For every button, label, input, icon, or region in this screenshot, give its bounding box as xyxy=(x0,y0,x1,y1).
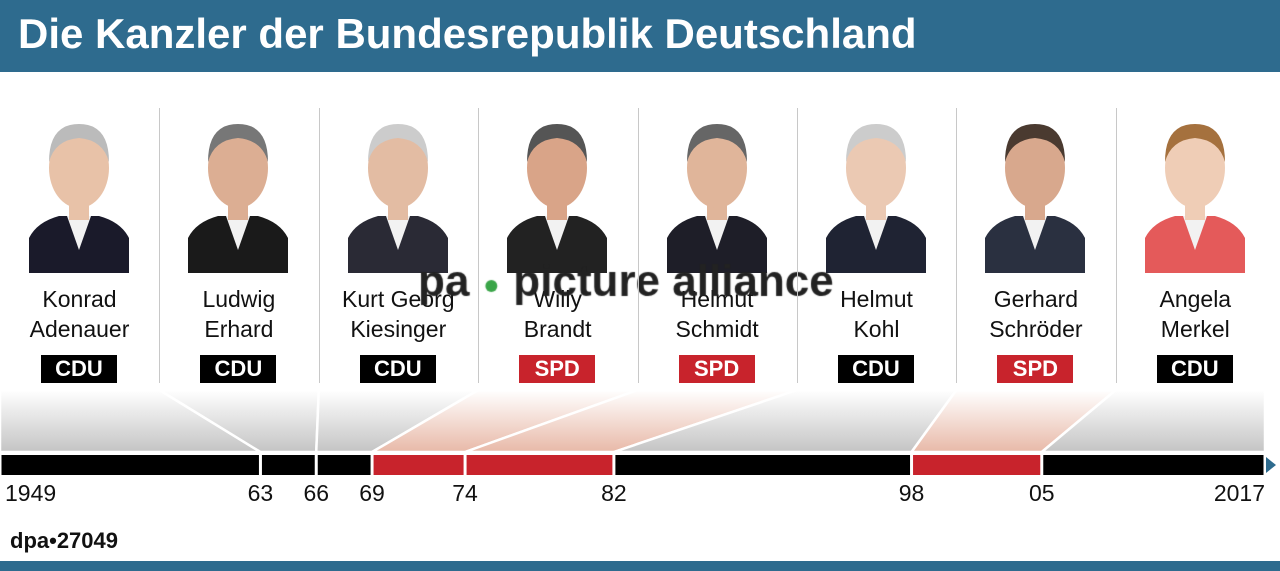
first-name: Helmut xyxy=(680,286,754,312)
chancellor-0: Konrad Adenauer CDU xyxy=(0,100,159,390)
portrait-photo xyxy=(188,124,289,273)
chancellor-6: Gerhard Schröder SPD xyxy=(956,100,1115,390)
column-divider xyxy=(318,108,320,383)
tick-label: 66 xyxy=(303,480,330,506)
tick-label: 05 xyxy=(1028,480,1055,506)
party-badge: SPD xyxy=(519,355,596,383)
portrait-photo xyxy=(985,124,1086,273)
chancellor-name: Kurt Georg Kiesinger xyxy=(319,284,478,344)
tick-label: 98 xyxy=(898,480,925,506)
portrait-photo xyxy=(507,124,608,273)
term-segment-5 xyxy=(615,455,911,475)
chancellor-5: Helmut Kohl CDU xyxy=(797,100,956,390)
last-name: Erhard xyxy=(204,316,274,342)
credit: dpa•27049 xyxy=(10,528,118,553)
last-name: Kiesinger xyxy=(350,316,447,342)
portrait-photo xyxy=(666,124,767,273)
tick-label: 69 xyxy=(359,480,385,506)
first-name: Gerhard xyxy=(993,286,1079,312)
term-segment-7 xyxy=(1043,455,1264,475)
term-segment-3 xyxy=(373,455,464,475)
tick-label: 2017 xyxy=(1213,480,1265,506)
column-divider xyxy=(956,108,958,383)
last-name: Brandt xyxy=(523,316,592,342)
last-name: Kohl xyxy=(853,316,900,342)
column-divider xyxy=(478,108,480,383)
title-bar: Die Kanzler der Bundesrepublik Deutschla… xyxy=(0,0,1280,72)
first-name: Willy xyxy=(533,286,582,312)
chancellor-name: Angela Merkel xyxy=(1116,284,1275,344)
tick-label: 82 xyxy=(601,480,627,506)
timeline xyxy=(0,388,1276,475)
portrait-photo xyxy=(1144,124,1245,273)
first-name: Helmut xyxy=(840,286,913,312)
chancellor-name: Konrad Adenauer xyxy=(0,284,159,344)
chancellor-1: Ludwig Erhard CDU xyxy=(159,100,318,390)
party-badge: SPD xyxy=(678,355,755,383)
page-title: Die Kanzler der Bundesrepublik Deutschla… xyxy=(18,10,917,57)
tick-label: 1949 xyxy=(5,480,57,506)
party-badge: CDU xyxy=(838,355,914,383)
term-segment-4 xyxy=(466,455,613,475)
last-name: Merkel xyxy=(1160,316,1230,342)
bottom-bar xyxy=(0,561,1280,571)
party-badge: CDU xyxy=(200,355,277,383)
chancellor-name: Willy Brandt xyxy=(478,284,637,344)
tick-label: 63 xyxy=(247,480,274,506)
party-badge: SPD xyxy=(997,355,1074,383)
first-name: Konrad xyxy=(42,286,117,312)
last-name: Adenauer xyxy=(29,316,130,342)
arrow-icon xyxy=(1266,457,1276,473)
first-name: Ludwig xyxy=(202,286,276,312)
chancellor-name: Gerhard Schröder xyxy=(956,284,1115,344)
party-badge: CDU xyxy=(1156,355,1233,383)
last-name: Schmidt xyxy=(675,316,759,342)
term-segment-1 xyxy=(261,455,315,475)
term-segment-6 xyxy=(913,455,1041,475)
chancellor-4: Helmut Schmidt SPD xyxy=(638,100,797,390)
tick-label: 74 xyxy=(452,480,478,506)
last-name: Schröder xyxy=(989,316,1083,342)
portrait-photo xyxy=(347,124,448,273)
chancellor-name: Helmut Schmidt xyxy=(638,284,797,344)
party-badge: CDU xyxy=(41,355,117,383)
column-divider xyxy=(1115,108,1117,383)
chancellor-2: Kurt Georg Kiesinger CDU xyxy=(319,100,478,390)
chancellor-3: Willy Brandt SPD xyxy=(478,100,637,390)
column-divider xyxy=(637,108,639,383)
party-badge: CDU xyxy=(359,355,436,383)
connector-7 xyxy=(1038,388,1267,454)
portrait-photo xyxy=(29,124,129,273)
chancellor-7: Angela Merkel CDU xyxy=(1116,100,1275,390)
term-segment-0 xyxy=(1,455,259,475)
chancellor-name: Ludwig Erhard xyxy=(159,284,318,344)
chancellor-name: Helmut Kohl xyxy=(797,284,956,344)
term-segment-2 xyxy=(317,455,371,475)
column-divider xyxy=(797,108,798,383)
column-divider xyxy=(159,108,161,383)
first-name: Angela xyxy=(1159,286,1232,312)
first-name: Kurt Georg xyxy=(342,286,455,312)
portrait-photo xyxy=(826,124,926,273)
